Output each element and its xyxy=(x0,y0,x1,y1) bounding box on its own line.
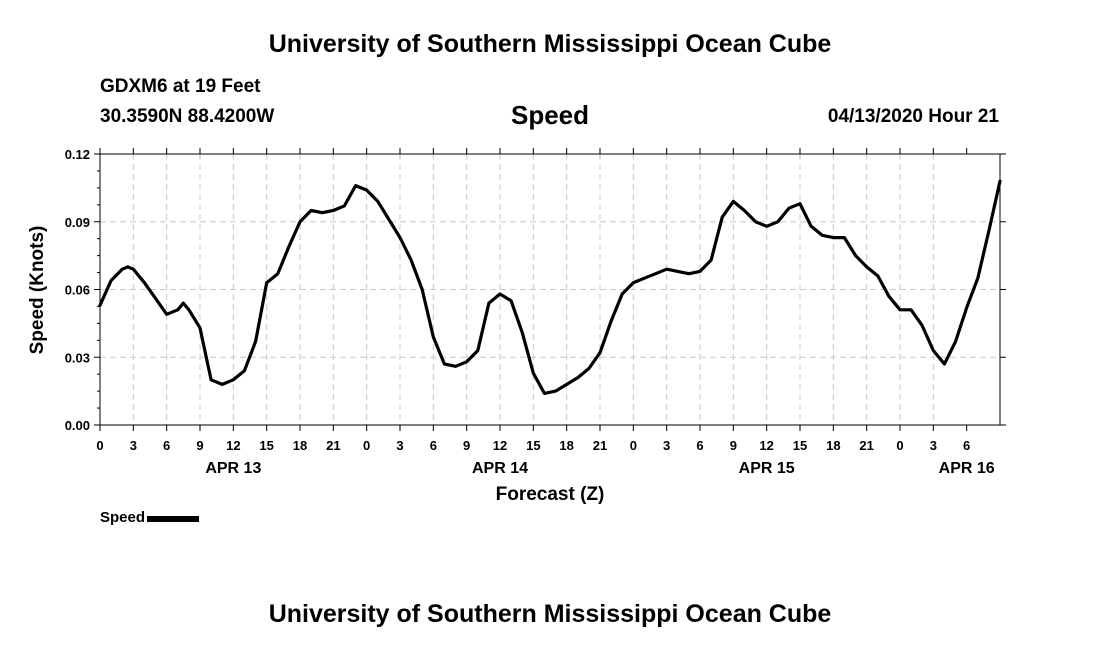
x-tick-label: 15 xyxy=(526,438,540,453)
x-tick-label: 9 xyxy=(730,438,737,453)
x-tick-label: 21 xyxy=(593,438,607,453)
y-tick-label: 0.09 xyxy=(65,215,90,230)
series-line-speed xyxy=(98,179,1002,395)
x-tick-label: 15 xyxy=(259,438,273,453)
x-tick-label: 21 xyxy=(326,438,340,453)
x-axis-date-labels: APR 13 APR 14 APR 15 APR 16 xyxy=(205,460,994,477)
x-tick-label: 6 xyxy=(963,438,970,453)
date-label: APR 14 xyxy=(472,460,528,477)
x-tick-label: 12 xyxy=(493,438,507,453)
x-tick-label: 21 xyxy=(859,438,873,453)
series-layer xyxy=(98,179,1002,395)
legend: Speed xyxy=(100,509,200,526)
y-tick-label: 0.03 xyxy=(65,350,90,365)
x-tick-label: 0 xyxy=(363,438,370,453)
x-tick-label: 6 xyxy=(430,438,437,453)
x-tick-label: 15 xyxy=(793,438,807,453)
date-label: APR 15 xyxy=(739,460,795,477)
date-label: APR 13 xyxy=(205,460,261,477)
x-tick-label: 9 xyxy=(196,438,203,453)
x-tick-label: 3 xyxy=(930,438,937,453)
y-tick-label: 0.00 xyxy=(65,418,90,433)
x-axis-label: Forecast (Z) xyxy=(496,484,605,505)
legend-label: Speed xyxy=(100,509,146,526)
y-tick-label: 0.06 xyxy=(65,283,90,298)
x-tick-label: 3 xyxy=(130,438,137,453)
y-tick-label: 0.12 xyxy=(65,147,90,162)
x-tick-label: 0 xyxy=(630,438,637,453)
footer-title: University of Southern Mississippi Ocean… xyxy=(268,600,832,628)
x-axis-ticks: 0 3 6 9 12 15 18 21 0 3 6 9 12 15 18 21 0 3 6 9 12 15 18 21 0 3 6 xyxy=(96,148,970,453)
forecast-datetime: 04/13/2020 Hour 21 xyxy=(827,106,999,127)
x-tick-label: 6 xyxy=(163,438,170,453)
x-tick-label: 18 xyxy=(293,438,307,453)
x-tick-label: 18 xyxy=(826,438,840,453)
date-label: APR 16 xyxy=(939,460,995,477)
x-tick-label: 0 xyxy=(96,438,103,453)
legend-line-swatch xyxy=(147,516,200,522)
x-tick-label: 3 xyxy=(663,438,670,453)
y-axis-ticks: 0.00 0.03 0.06 0.09 0.12 xyxy=(65,147,1006,433)
x-tick-label: 9 xyxy=(463,438,470,453)
x-tick-label: 0 xyxy=(896,438,903,453)
x-tick-label: 12 xyxy=(226,438,240,453)
x-tick-label: 12 xyxy=(759,438,773,453)
station-coordinates: 30.3590N 88.4200W xyxy=(100,106,275,127)
grid-lines xyxy=(100,154,1000,425)
chart-title: Speed xyxy=(510,100,590,130)
page-title: University of Southern Mississippi Ocean… xyxy=(268,30,832,58)
x-tick-label: 6 xyxy=(696,438,703,453)
y-axis-label: Speed (Knots) xyxy=(27,226,48,355)
x-tick-label: 18 xyxy=(559,438,573,453)
x-tick-label: 3 xyxy=(396,438,403,453)
station-label: GDXM6 at 19 Feet xyxy=(100,76,261,97)
